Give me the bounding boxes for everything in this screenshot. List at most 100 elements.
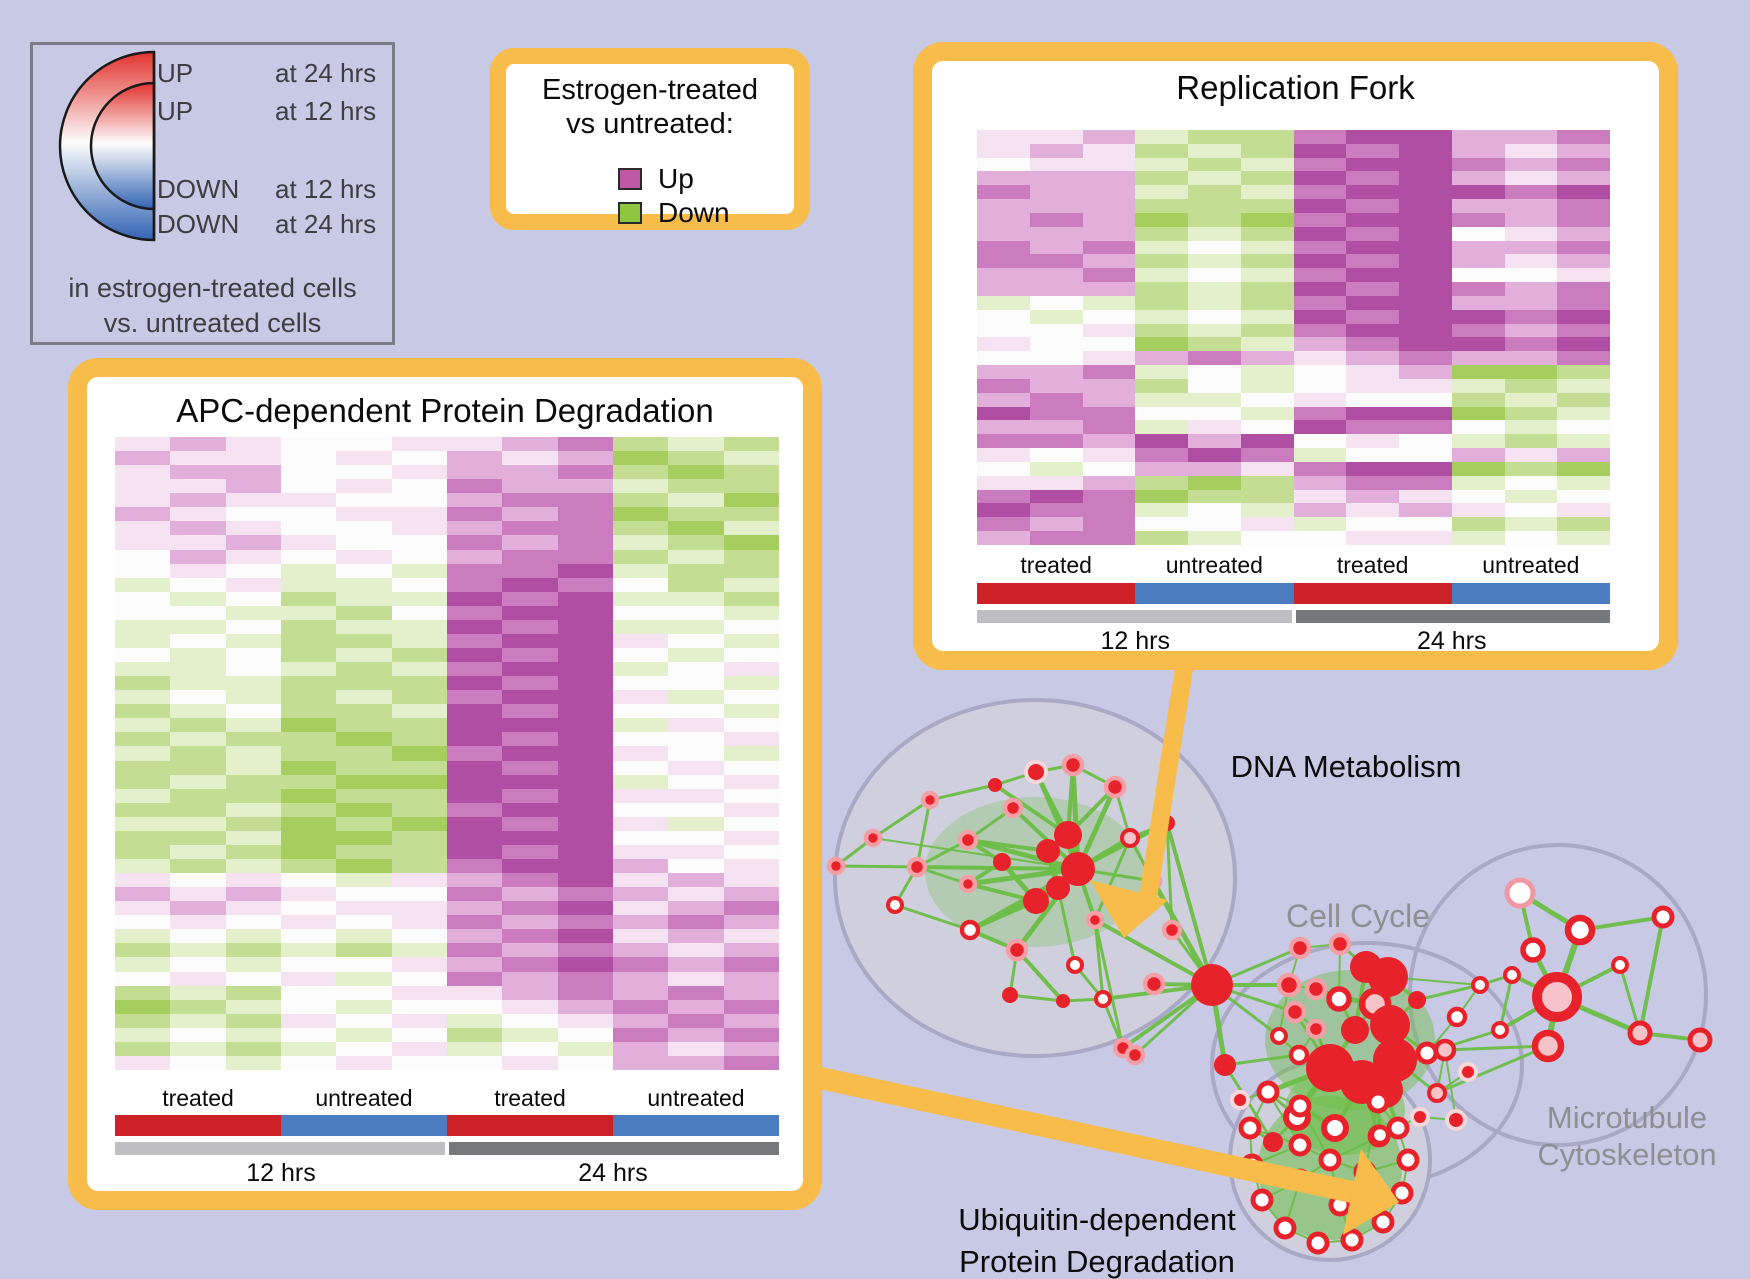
heatmap-cell — [1293, 475, 1347, 490]
heatmap-cell — [668, 437, 724, 452]
heatmap-cell — [391, 830, 447, 845]
heatmap-cell — [336, 985, 392, 1000]
circle-legend-caption-2: vs. untreated cells — [103, 308, 322, 338]
heatmap-cell — [225, 873, 281, 888]
heatmap-cell — [446, 760, 503, 775]
heatmap-cell — [1293, 226, 1347, 241]
heatmap-cell — [977, 337, 1030, 352]
heatmap-cell — [446, 732, 503, 747]
heatmap-cell — [336, 887, 392, 902]
heatmap-cell — [1504, 503, 1558, 518]
heatmap-cell — [668, 858, 724, 874]
heatmap-cell — [1504, 185, 1558, 200]
heatmap-cell — [612, 760, 669, 775]
heatmap-cell — [391, 465, 447, 480]
network-edge — [1436, 1071, 1469, 1094]
heatmap-cell — [1240, 365, 1294, 379]
heatmap-cell — [1346, 185, 1399, 200]
heatmap-cell — [1504, 517, 1558, 532]
heatmap-cell — [1135, 351, 1188, 366]
heatmap-cell — [1240, 392, 1294, 407]
time-label: at 24 hrs — [275, 209, 377, 239]
network-edge — [966, 860, 1004, 886]
network-edge — [1333, 1080, 1364, 1130]
heatmap-cell — [1399, 199, 1452, 213]
heatmap-cell — [1029, 199, 1083, 213]
heatmap-cell — [668, 535, 724, 550]
network-edge — [1382, 1057, 1398, 1093]
heatmap-cell — [1504, 240, 1558, 255]
heatmap-cell — [391, 943, 447, 958]
heatmap-cell — [1082, 199, 1136, 213]
time-label-12hrs: 12 hrs — [1100, 627, 1170, 655]
heatmap-cell — [723, 535, 779, 550]
heatmap-cell — [1557, 503, 1610, 518]
heatmap-cell — [115, 746, 171, 761]
heatmap-cell — [723, 605, 779, 620]
heatmap-cell — [557, 619, 613, 634]
heatmap-cell — [1399, 461, 1452, 476]
group-label-treated-0: treated — [1020, 552, 1092, 578]
network-edge — [928, 783, 997, 802]
heatmap-cell — [1293, 448, 1347, 462]
heatmap-cell — [446, 535, 503, 550]
heatmap-cell — [723, 943, 779, 958]
heatmap-cell — [1188, 503, 1241, 518]
heatmap-cell — [1240, 503, 1294, 518]
heatmap-cell — [1557, 448, 1610, 462]
time-label: at 12 hrs — [275, 174, 377, 204]
heatmap-cell — [1029, 531, 1083, 545]
heatmap-cell — [1188, 434, 1241, 449]
time-label-24hrs: 24 hrs — [578, 1159, 648, 1187]
network-node-x2 — [1124, 1044, 1146, 1066]
heatmap-cell — [225, 774, 281, 789]
heatmap-cell — [1188, 254, 1241, 269]
network-node-d0 — [1024, 760, 1048, 784]
updown-legend-title-2: vs untreated: — [566, 108, 734, 140]
heatmap-cell — [446, 901, 503, 916]
network-edge — [1278, 1035, 1300, 1056]
heatmap-cell — [1188, 448, 1241, 462]
heatmap-cell — [1135, 323, 1188, 338]
group-label-untreated-1: untreated — [1165, 552, 1263, 578]
heatmap-cell — [557, 802, 613, 817]
heatmap-cell — [557, 844, 613, 859]
heatmap-cell — [1451, 448, 1505, 462]
heatmap-cell — [1451, 185, 1505, 200]
heatmap-cell — [1293, 240, 1347, 255]
heatmap-cell — [336, 830, 392, 845]
network-node-m11 — [1611, 956, 1629, 974]
heatmap-cell — [1293, 461, 1347, 476]
heatmap-cell — [668, 746, 724, 761]
heatmap-cell — [170, 577, 226, 592]
network-edge — [1011, 806, 1080, 871]
network-node-d4 — [1002, 797, 1024, 819]
heatmap-cell — [1504, 420, 1558, 435]
network-node-m6 — [1687, 1027, 1713, 1053]
heatmap-cell — [1399, 351, 1452, 366]
heatmap-cell — [170, 830, 226, 845]
heatmap-cell — [1135, 212, 1188, 227]
heatmap-cell — [336, 760, 392, 775]
network-edge — [834, 864, 919, 869]
heatmap-cell — [280, 633, 337, 648]
network-node-d6 — [906, 856, 928, 878]
heatmap-cell — [115, 563, 171, 578]
network-edge — [1297, 1053, 1332, 1070]
heatmap-cell — [115, 943, 171, 958]
heatmap-cell — [1188, 226, 1241, 241]
heatmap-cell — [1240, 378, 1294, 393]
heatmap-cell — [1293, 406, 1347, 421]
network-edge — [1015, 948, 1065, 1003]
network-node-c14 — [1367, 1072, 1403, 1108]
heatmap-cell — [280, 1055, 337, 1070]
heatmap-cell — [1188, 365, 1241, 379]
heatmap-cell — [280, 619, 337, 634]
heatmap-cell — [446, 844, 503, 859]
heatmap-cell — [1557, 268, 1610, 283]
heatmap-cell — [502, 1041, 558, 1056]
group-color-bar — [1135, 583, 1294, 604]
heatmap-cell — [336, 479, 392, 494]
heatmap-cell — [1135, 420, 1188, 435]
heatmap-cell — [225, 788, 281, 803]
